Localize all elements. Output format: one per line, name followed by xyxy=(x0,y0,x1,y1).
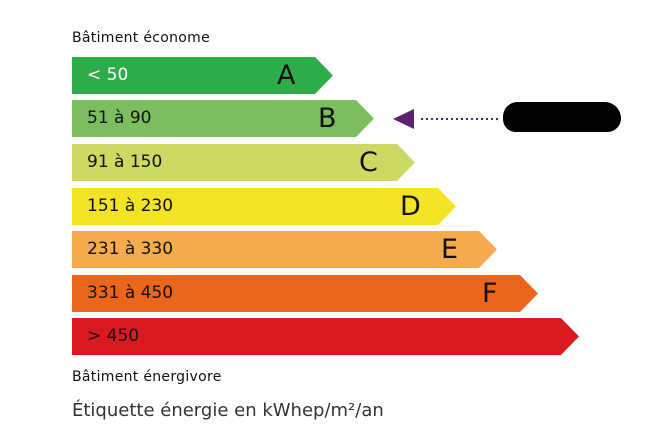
class-letter: F xyxy=(482,278,498,309)
class-range: 151 à 230 xyxy=(87,196,174,216)
class-letter: D xyxy=(400,191,421,222)
class-letter: B xyxy=(318,103,337,134)
energy-class-a: < 50 A xyxy=(72,57,333,94)
class-letter: C xyxy=(359,147,378,178)
class-range: 91 à 150 xyxy=(87,152,163,172)
class-range: 331 à 450 xyxy=(87,283,174,303)
redacted-value xyxy=(503,102,621,132)
rating-indicator xyxy=(393,109,503,133)
class-range: 51 à 90 xyxy=(87,108,152,128)
class-range: 231 à 330 xyxy=(87,239,174,259)
arrow-left-icon xyxy=(393,109,501,129)
energy-class-b: 51 à 90 B xyxy=(72,100,374,137)
class-letter: A xyxy=(277,60,296,91)
class-range: > 450 xyxy=(87,326,140,346)
energy-class-d: 151 à 230 D xyxy=(72,188,456,225)
energy-class-g: > 450 xyxy=(72,318,579,355)
footer-caption: Étiquette énergie en kWhep/m²/an xyxy=(72,400,384,421)
energy-class-f: 331 à 450 F xyxy=(72,275,538,312)
energy-class-e: 231 à 330 E xyxy=(72,231,497,268)
top-label: Bâtiment économe xyxy=(72,30,210,46)
bottom-label: Bâtiment énergivore xyxy=(72,369,222,385)
energy-class-c: 91 à 150 C xyxy=(72,144,415,181)
class-range: < 50 xyxy=(87,65,129,85)
class-letter: E xyxy=(441,234,459,265)
